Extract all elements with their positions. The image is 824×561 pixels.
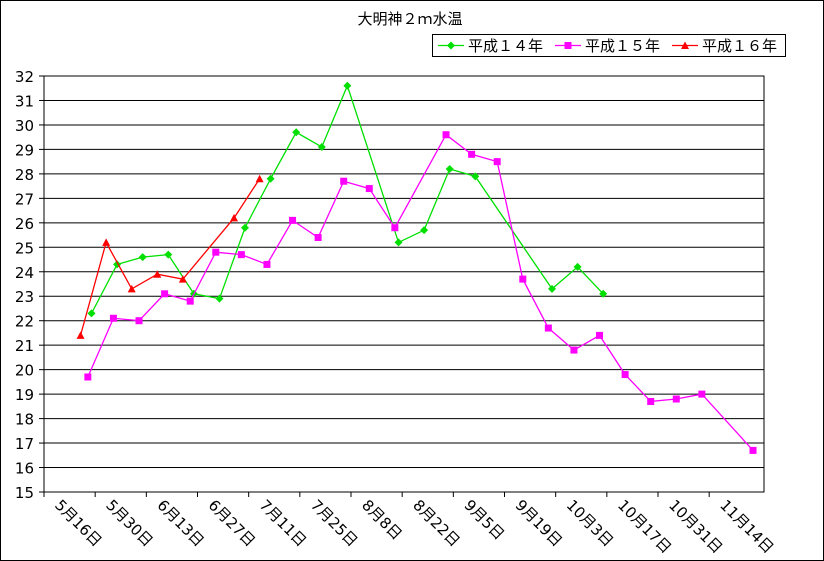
marker bbox=[241, 223, 250, 232]
marker bbox=[468, 150, 476, 158]
y-tick-label: 25 bbox=[15, 239, 34, 257]
marker bbox=[447, 41, 455, 50]
marker bbox=[263, 260, 271, 268]
y-tick-label: 29 bbox=[15, 141, 34, 159]
marker bbox=[493, 158, 501, 166]
marker bbox=[215, 294, 224, 303]
marker bbox=[471, 172, 480, 181]
y-tick-label: 16 bbox=[15, 460, 34, 478]
y-tick-label: 32 bbox=[15, 68, 34, 86]
marker bbox=[564, 42, 572, 49]
marker bbox=[672, 395, 680, 403]
chart-title: 大明神２ｍ水温 bbox=[357, 10, 462, 28]
y-tick-label: 31 bbox=[15, 92, 34, 110]
marker bbox=[164, 250, 173, 259]
marker bbox=[681, 41, 689, 49]
y-tick-label: 20 bbox=[15, 362, 34, 380]
y-tick-label: 15 bbox=[15, 484, 34, 502]
y-tick-label: 18 bbox=[15, 411, 34, 429]
y-tick-label: 28 bbox=[15, 166, 34, 184]
marker bbox=[76, 331, 85, 339]
marker bbox=[317, 142, 326, 151]
marker bbox=[102, 238, 111, 246]
marker bbox=[519, 275, 527, 283]
y-tick-label: 21 bbox=[15, 337, 34, 355]
marker bbox=[698, 390, 706, 398]
marker bbox=[445, 164, 454, 173]
y-tick-label: 22 bbox=[15, 313, 34, 331]
marker bbox=[621, 371, 629, 379]
marker bbox=[212, 248, 220, 256]
marker bbox=[394, 238, 403, 247]
marker bbox=[544, 324, 552, 332]
series-line bbox=[90, 83, 604, 314]
marker bbox=[186, 297, 194, 305]
marker bbox=[109, 314, 117, 322]
plot-area bbox=[43, 75, 765, 493]
marker bbox=[749, 446, 757, 454]
marker bbox=[135, 317, 143, 325]
y-tick-label: 24 bbox=[15, 264, 34, 282]
marker bbox=[340, 177, 348, 185]
marker bbox=[570, 346, 578, 354]
marker bbox=[178, 275, 187, 283]
marker bbox=[420, 226, 429, 235]
marker bbox=[343, 81, 352, 90]
y-tick-label: 19 bbox=[15, 386, 34, 404]
marker bbox=[314, 234, 322, 242]
marker bbox=[84, 373, 92, 381]
legend-label: 平成１４年 bbox=[468, 37, 543, 55]
marker bbox=[289, 216, 297, 224]
marker bbox=[138, 253, 147, 262]
marker bbox=[237, 251, 245, 259]
marker bbox=[87, 309, 96, 318]
y-tick-label: 26 bbox=[15, 215, 34, 233]
legend-box bbox=[432, 34, 786, 57]
marker bbox=[153, 270, 162, 278]
marker bbox=[266, 174, 275, 183]
y-tick-label: 23 bbox=[15, 288, 34, 306]
legend-label: 平成１５年 bbox=[585, 37, 660, 55]
marker bbox=[127, 284, 136, 293]
marker bbox=[596, 331, 604, 339]
marker bbox=[442, 131, 450, 139]
marker bbox=[548, 284, 557, 293]
marker bbox=[647, 397, 655, 405]
marker bbox=[365, 185, 373, 193]
marker bbox=[292, 128, 301, 137]
marker bbox=[573, 262, 582, 271]
marker bbox=[255, 174, 264, 183]
marker bbox=[230, 213, 239, 222]
y-tick-label: 17 bbox=[15, 435, 34, 453]
y-tick-label: 30 bbox=[15, 117, 34, 135]
legend-label: 平成１６年 bbox=[702, 37, 777, 55]
marker bbox=[391, 224, 399, 232]
marker bbox=[599, 289, 608, 298]
marker bbox=[161, 290, 169, 298]
y-tick-label: 27 bbox=[15, 190, 34, 208]
